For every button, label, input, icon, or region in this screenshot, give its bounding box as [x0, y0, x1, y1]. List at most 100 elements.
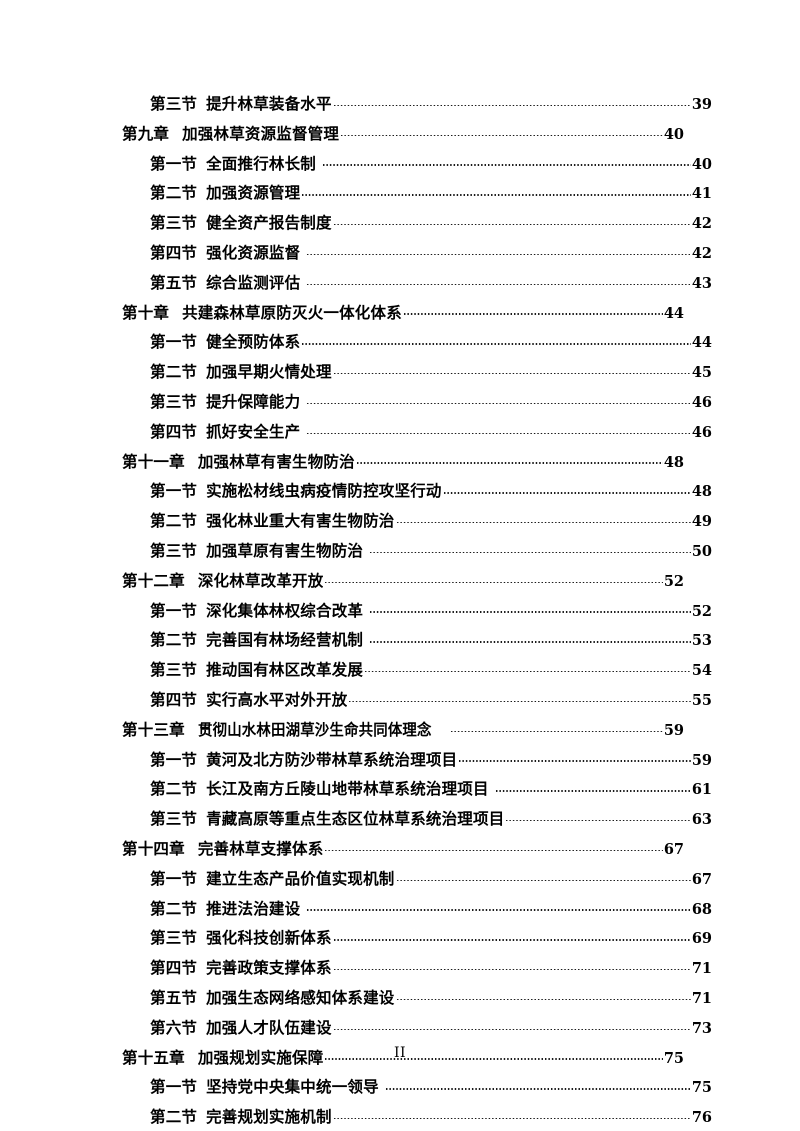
- toc-section-row[interactable]: 第一节 深化集体林权综合改革 52: [122, 599, 712, 629]
- toc-section-row[interactable]: 第二节 强化林业重大有害生物防治 49: [122, 509, 712, 539]
- toc-dot-leader: [324, 838, 663, 854]
- toc-entry-page-number: 48: [691, 483, 712, 501]
- toc-entry-page-number: 42: [691, 244, 712, 262]
- toc-entry-title: 实行高水平对外开放: [206, 690, 348, 709]
- toc-section-row[interactable]: 第二节 加强资源管理 41: [122, 181, 712, 211]
- toc-section-row[interactable]: 第一节 坚持党中央集中统一领导 75: [122, 1075, 712, 1105]
- toc-entry-label: 第一节: [150, 333, 198, 352]
- toc-entry-page-number: 44: [691, 334, 712, 352]
- toc-entry-label: 第五节: [150, 273, 198, 292]
- toc-entry-page-number: 48: [663, 453, 684, 471]
- toc-entry-page-number: 45: [691, 364, 712, 382]
- toc-entry-label: 第十五章: [122, 1048, 185, 1067]
- toc-section-row[interactable]: 第三节 加强草原有害生物防治 50: [122, 539, 712, 569]
- toc-section-row[interactable]: 第二节 推进法治建设 68: [122, 897, 712, 927]
- toc-section-row[interactable]: 第四节 完善政策支撑体系 71: [122, 956, 712, 986]
- toc-chapter-row[interactable]: 第九章 加强林草资源监督管理 40: [122, 122, 684, 152]
- toc-chapter-row[interactable]: 第十四章 完善林草支撑体系 67: [122, 837, 684, 867]
- toc-entry-page-number: 69: [691, 930, 712, 948]
- toc-entry-title: 贯彻山水林田湖草沙生命共同体理念: [197, 720, 432, 739]
- toc-section-row[interactable]: 第三节 推动国有林区改革发展 54: [122, 658, 712, 688]
- toc-section-row[interactable]: 第五节 综合监测评估 43: [122, 271, 712, 301]
- toc-entry-label: 第二节: [150, 1108, 198, 1127]
- toc-section-row[interactable]: 第四节 抓好安全生产 46: [122, 420, 712, 450]
- toc-entry-title: 长江及南方丘陵山地带林草系统治理项目: [206, 780, 489, 799]
- toc-section-row[interactable]: 第四节 强化资源监督 42: [122, 241, 712, 271]
- toc-entry-label: 第三节: [150, 661, 198, 680]
- toc-entry-page-number: 55: [691, 691, 712, 709]
- toc-section-row[interactable]: 第一节 全面推行林长制 40: [122, 152, 712, 182]
- toc-entry-title: 综合监测评估: [206, 273, 301, 292]
- toc-dot-leader: [364, 660, 691, 676]
- toc-section-row[interactable]: 第一节 建立生态产品价值实现机制 67: [122, 867, 712, 897]
- toc-entry-label: 第四节: [150, 422, 198, 441]
- toc-dot-leader: [395, 987, 691, 1003]
- toc-entry-title: 共建森林草原防灭火一体化体系: [182, 303, 402, 322]
- toc-entry-page-number: 59: [691, 751, 712, 769]
- toc-section-row[interactable]: 第五节 加强生态网络感知体系建设 71: [122, 986, 712, 1016]
- toc-entry-title: 完善规划实施机制: [206, 1108, 332, 1127]
- toc-entry-title: 加强资源管理: [206, 184, 301, 203]
- toc-entry-label: 第三节: [150, 392, 198, 411]
- toc-entry-title: 青藏高原等重点生态区位林草系统治理项目: [206, 810, 505, 829]
- toc-section-row[interactable]: 第三节 青藏高原等重点生态区位林草系统治理项目 63: [122, 807, 712, 837]
- toc-dot-leader: [332, 958, 691, 974]
- page-number-footer: II: [393, 1045, 407, 1061]
- toc-dot-leader: [369, 600, 691, 616]
- toc-dot-leader: [332, 1107, 691, 1123]
- toc-entry-page-number: 75: [663, 1049, 684, 1067]
- toc-entry-title: 黄河及北方防沙带林草系统治理项目: [206, 750, 458, 769]
- toc-entry-label: 第二节: [150, 363, 198, 382]
- toc-entry-label: 第九章: [122, 124, 170, 143]
- toc-section-row[interactable]: 第三节 强化科技创新体系 69: [122, 926, 712, 956]
- toc-entry-title: 完善林草支撑体系: [197, 839, 324, 858]
- toc-entry-title: 加强人才队伍建设: [206, 1018, 332, 1037]
- toc-entry-page-number: 42: [691, 215, 712, 233]
- toc-chapter-row[interactable]: 第十五章 加强规划实施保障 75: [122, 1046, 684, 1076]
- toc-entry-page-number: 46: [691, 423, 712, 441]
- toc-entry-title: 强化资源监督: [206, 243, 301, 262]
- toc-dot-leader: [332, 94, 691, 110]
- toc-entry-page-number: 41: [691, 185, 712, 203]
- toc-section-row[interactable]: 第一节 黄河及北方防沙带林草系统治理项目 59: [122, 748, 712, 778]
- toc-section-row[interactable]: 第六节 加强人才队伍建设 73: [122, 1016, 712, 1046]
- toc-entry-page-number: 63: [691, 811, 712, 829]
- toc-entry-title: 提升保障能力: [206, 392, 301, 411]
- toc-entry-label: 第十章: [122, 303, 170, 322]
- toc-dot-leader: [458, 749, 691, 765]
- toc-section-row[interactable]: 第四节 实行高水平对外开放 55: [122, 688, 712, 718]
- toc-entry-page-number: 53: [691, 632, 712, 650]
- toc-entry-title: 加强草原有害生物防治: [206, 541, 364, 560]
- toc-chapter-row[interactable]: 第十二章 深化林草改革开放 52: [122, 569, 684, 599]
- toc-section-row[interactable]: 第二节 完善国有林场经营机制 53: [122, 628, 712, 658]
- toc-entry-page-number: 40: [691, 155, 712, 173]
- toc-entry-page-number: 71: [691, 989, 712, 1007]
- toc-section-row[interactable]: 第二节 加强早期火情处理 45: [122, 360, 712, 390]
- toc-entry-title: 推动国有林区改革发展: [206, 661, 364, 680]
- toc-section-row[interactable]: 第三节 健全资产报告制度 42: [122, 211, 712, 241]
- toc-section-row[interactable]: 第二节 长江及南方丘陵山地带林草系统治理项目 61: [122, 777, 712, 807]
- toc-dot-leader: [395, 511, 691, 527]
- toc-section-row[interactable]: 第二节 完善规划实施机制 76: [122, 1105, 712, 1131]
- toc-entry-title: 提升林草装备水平: [206, 95, 332, 113]
- toc-chapter-row[interactable]: 第十三章 贯彻山水林田湖草沙生命共同体理念 59: [122, 718, 684, 748]
- toc-chapter-row[interactable]: 第十章 共建森林草原防灭火一体化体系 44: [122, 301, 684, 331]
- toc-entry-title: 加强规划实施保障: [197, 1048, 324, 1067]
- toc-entry-page-number: 59: [663, 721, 684, 739]
- toc-entry-title: 加强林草资源监督管理: [182, 124, 340, 143]
- toc-entry-label: 第十三章: [122, 720, 185, 739]
- toc-entry-title: 强化林业重大有害生物防治: [206, 512, 395, 531]
- toc-section-row[interactable]: 第一节 健全预防体系 44: [122, 330, 712, 360]
- toc-entry-page-number: 52: [663, 572, 684, 590]
- toc-entry-label: 第三节: [150, 95, 198, 113]
- toc-entry-label: 第十一章: [122, 452, 185, 471]
- toc-entry-title: 加强早期火情处理: [206, 363, 332, 382]
- toc-section-row[interactable]: 第三节 提升林草装备水平 39: [122, 92, 712, 122]
- toc-dot-leader: [505, 809, 691, 825]
- toc-entry-title: 建立生态产品价值实现机制: [206, 869, 395, 888]
- toc-entry-page-number: 52: [691, 602, 712, 620]
- toc-section-row[interactable]: 第一节 实施松材线虫病疫情防控攻坚行动 48: [122, 479, 712, 509]
- toc-chapter-row[interactable]: 第十一章 加强林草有害生物防治 48: [122, 450, 684, 480]
- toc-section-row[interactable]: 第三节 提升保障能力 46: [122, 390, 712, 420]
